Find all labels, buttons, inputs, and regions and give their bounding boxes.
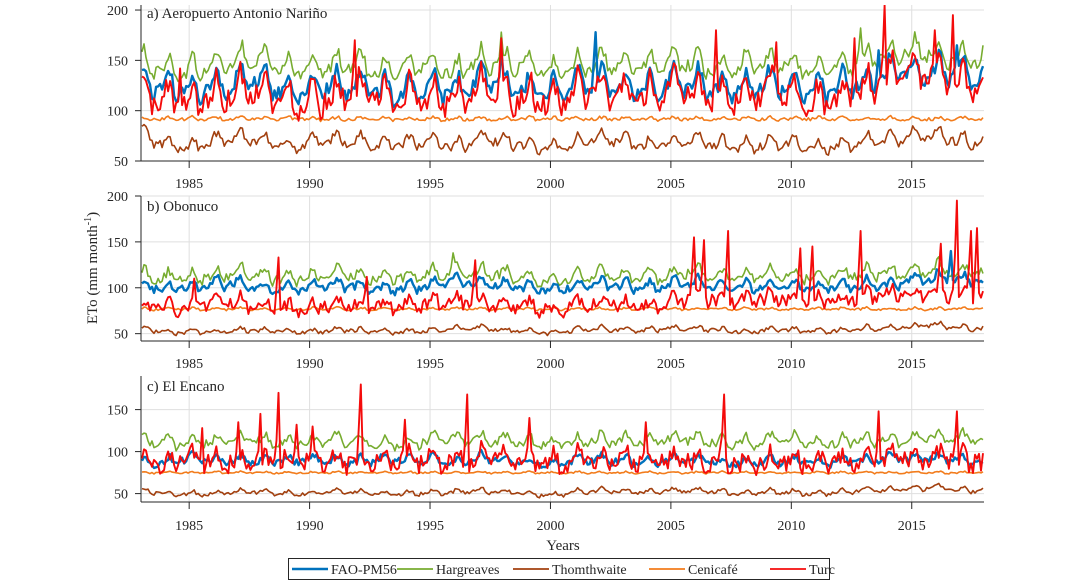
x-tick-label: 2010 [777,177,805,192]
x-tick-label: 2015 [898,357,926,372]
y-tick-label: 50 [114,328,128,343]
x-tick-label: 2010 [777,357,805,372]
x-tick-label: 2005 [657,177,685,192]
panel-title: c) El Encano [147,379,224,395]
x-tick-label: 2005 [657,357,685,372]
x-tick-label: 2005 [657,519,685,534]
x-tick-label: 2000 [536,519,564,534]
x-tick-label: 2015 [898,519,926,534]
y-axis-title-suffix: ) [85,212,101,217]
series-line-turc [141,5,984,122]
panel-2: 50 100 150 200 1985 1990 1995 2000 2005 2010 2015 b… [107,190,984,372]
x-tick-label: 1985 [175,357,203,372]
x-tick-label: 2000 [536,357,564,372]
series-line-thomthwaite [141,482,984,499]
y-tick-label: 50 [114,488,128,503]
series-line-fao-pm56 [141,31,984,109]
y-tick-label: 200 [107,4,128,19]
series-line-thomthwaite [141,123,984,156]
panel-title: a) Aeropuerto Antonio Nariño [147,6,327,22]
legend-label: Turc [809,563,835,578]
x-tick-label: 2010 [777,519,805,534]
x-tick-label: 1985 [175,177,203,192]
x-tick-label: 2000 [536,177,564,192]
legend-item: Thomthwaite [513,563,627,578]
series-line-hargreaves [141,427,984,452]
y-tick-label: 150 [107,54,128,69]
legend-label: FAO-PM56 [331,563,397,578]
y-tick-label: 150 [107,236,128,251]
y-tick-label: 200 [107,190,128,205]
panel-3: 50 100 150 1985 1990 1995 2000 2005 2010 2015 c) E… [107,376,984,534]
panels: 50 100 150 200 1985 1990 1995 2000 2005 2010 2015 a… [107,4,984,534]
series-group [141,5,984,156]
x-tick-label: 2015 [898,177,926,192]
y-axis-title: ETo (mm month-1) [83,212,101,324]
panel-1: 50 100 150 200 1985 1990 1995 2000 2005 2010 2015 a… [107,4,984,192]
series-group [141,199,984,337]
y-tick-label: 100 [107,105,128,120]
legend-item: Hargreaves [397,563,500,578]
series-line-cenicaf- [141,305,984,312]
legend-item: Turc [770,563,835,578]
series-line-hargreaves [141,252,984,288]
series-line-turc [141,199,984,319]
x-tick-label: 1990 [296,357,324,372]
y-tick-label: 100 [107,446,128,461]
x-axis-title: Years [546,538,580,554]
series-line-thomthwaite [141,320,984,337]
y-tick-label: 150 [107,404,128,419]
legend-item: Cenicafé [649,563,738,578]
x-tick-label: 1990 [296,519,324,534]
panel-title: b) Obonuco [147,199,218,215]
x-tick-label: 1995 [416,519,444,534]
legend-item: FAO-PM56 [292,563,397,578]
x-tick-label: 1995 [416,357,444,372]
legend-label: Cenicafé [688,563,738,578]
grid [141,195,984,341]
series-line-turc [141,383,984,477]
y-axis-title-superscript: -1 [83,217,94,225]
x-tick-label: 1985 [175,519,203,534]
legend-label: Thomthwaite [552,563,627,578]
y-tick-label: 100 [107,282,128,297]
x-tick-label: 1995 [416,177,444,192]
series-line-cenicaf- [141,114,984,123]
legend: FAO-PM56 Hargreaves Thomthwaite Cenicafé Tur… [288,558,835,580]
series-line-hargreaves [141,27,984,83]
y-axis-title-main: ETo (mm month [85,225,101,324]
legend-items: FAO-PM56 Hargreaves Thomthwaite Cenicafé Tur… [292,563,835,578]
series-group [141,383,984,499]
legend-label: Hargreaves [436,563,500,578]
y-tick-label: 50 [114,155,128,170]
x-tick-label: 1990 [296,177,324,192]
series-line-fao-pm56 [141,249,984,297]
